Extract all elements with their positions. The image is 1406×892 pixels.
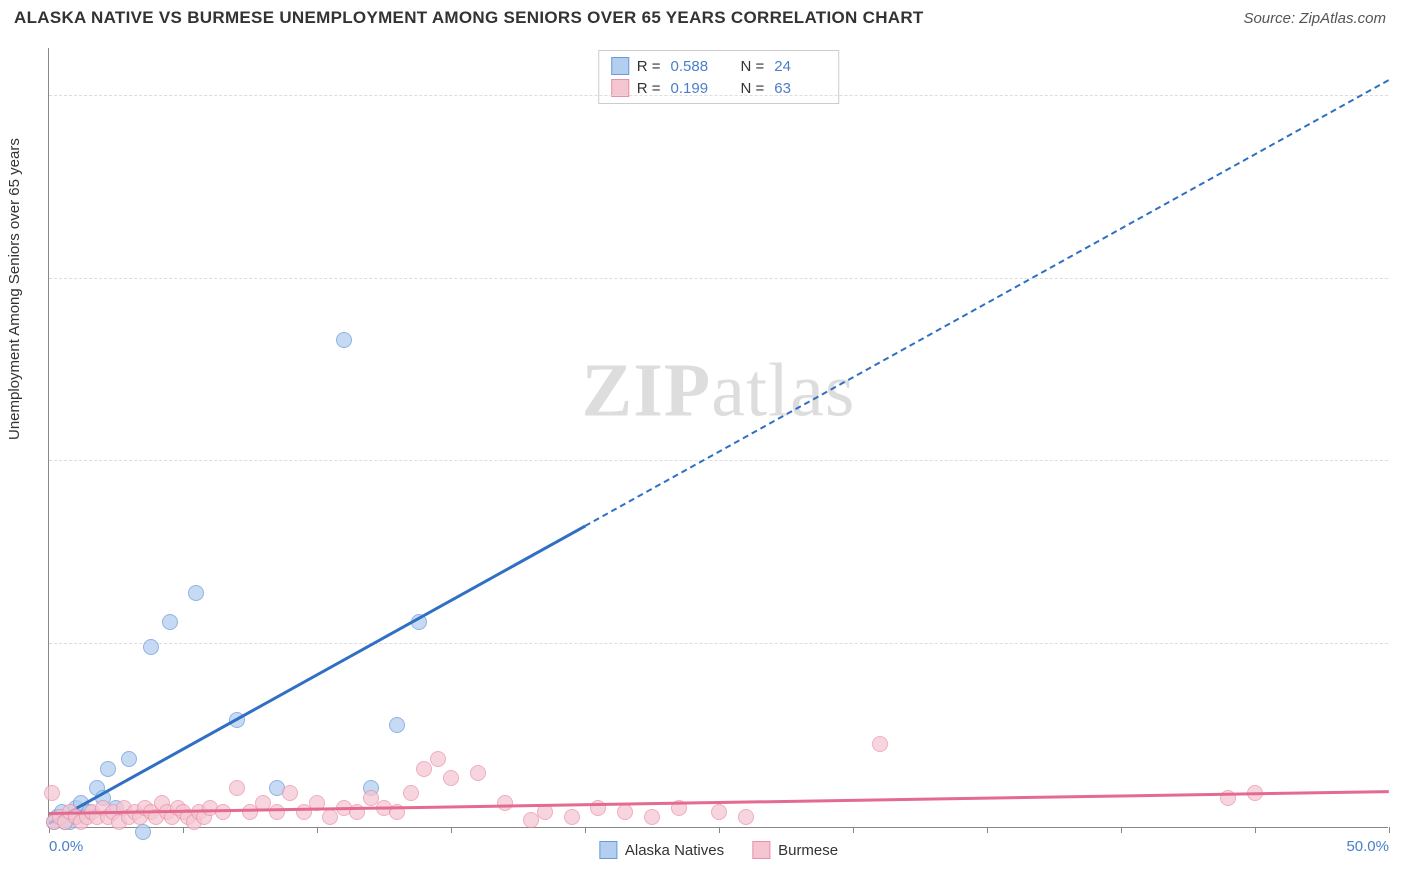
watermark: ZIPatlas [582,347,856,434]
data-point [121,751,137,767]
data-point [282,785,298,801]
data-point [738,809,754,825]
data-point [100,761,116,777]
data-point [644,809,660,825]
data-point [229,780,245,796]
data-point [135,824,151,840]
gridline [49,95,1388,96]
trend-line [48,525,585,825]
data-point [143,639,159,655]
title-bar: ALASKA NATIVE VS BURMESE UNEMPLOYMENT AM… [0,0,1406,32]
data-point [269,804,285,820]
x-tick [719,827,720,833]
data-point [872,736,888,752]
x-tick [317,827,318,833]
data-point [711,804,727,820]
data-point [162,614,178,630]
legend-item: Burmese [752,841,838,859]
data-point [470,765,486,781]
legend-swatch [599,841,617,859]
n-value: 24 [774,58,826,75]
data-point [215,804,231,820]
gridline [49,643,1388,644]
gridline [49,278,1388,279]
data-point [403,785,419,801]
r-value: 0.588 [671,58,723,75]
correlation-stats-box: R =0.588N =24R =0.199N =63 [598,50,840,104]
legend-label: Burmese [778,842,838,859]
stats-row: R = 0.588 N = 24 [611,55,827,77]
legend-swatch [752,841,770,859]
r-label: R = [637,58,661,75]
data-point [564,809,580,825]
x-tick [987,827,988,833]
data-point [44,785,60,801]
x-tick [1255,827,1256,833]
legend-label: Alaska Natives [625,842,724,859]
x-tick [183,827,184,833]
x-tick [1389,827,1390,833]
x-tick-label: 0.0% [49,838,83,855]
x-tick [585,827,586,833]
series-legend: Alaska Natives Burmese [599,841,838,859]
n-label: N = [741,58,765,75]
data-point [590,800,606,816]
data-point [430,751,446,767]
scatter-plot: ZIPatlas R =0.588N =24R =0.199N =63 Alas… [48,48,1388,828]
data-point [617,804,633,820]
x-tick-label: 50.0% [1346,838,1389,855]
x-tick [853,827,854,833]
x-tick [1121,827,1122,833]
series-swatch [611,57,629,75]
x-tick [451,827,452,833]
source-attribution: Source: ZipAtlas.com [1243,10,1386,27]
legend-item: Alaska Natives [599,841,724,859]
data-point [336,332,352,348]
data-point [188,585,204,601]
gridline [49,460,1388,461]
data-point [443,770,459,786]
data-point [537,804,553,820]
chart-title: ALASKA NATIVE VS BURMESE UNEMPLOYMENT AM… [14,8,924,28]
data-point [497,795,513,811]
data-point [389,717,405,733]
y-axis-label: Unemployment Among Seniors over 65 years [6,138,23,440]
